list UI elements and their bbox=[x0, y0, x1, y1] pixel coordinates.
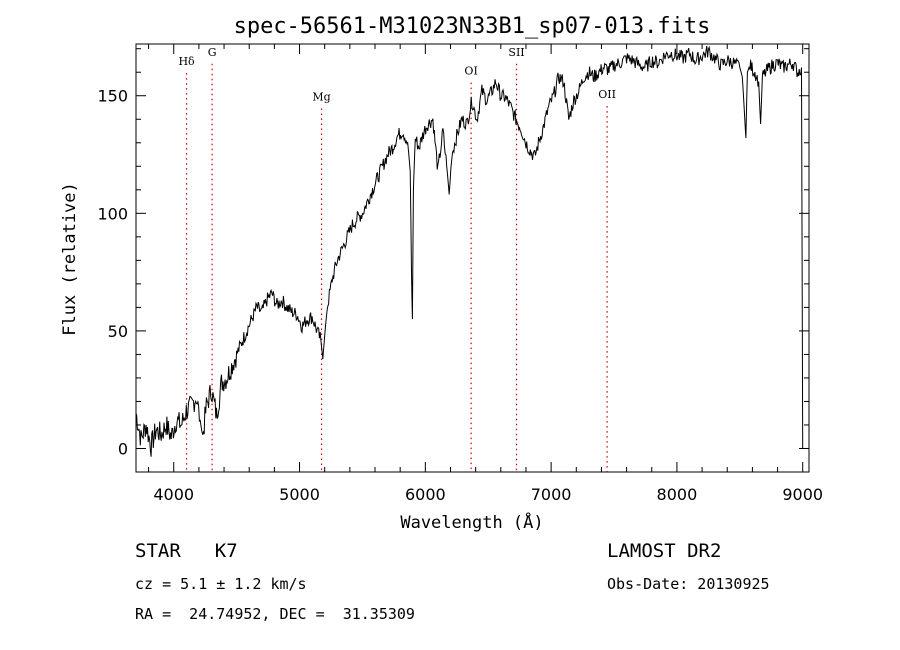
y-tick-label-0: 0 bbox=[118, 439, 128, 458]
y-axis-label: Flux (relative) bbox=[60, 182, 80, 336]
line-marker-label-3: OI bbox=[464, 65, 477, 78]
x-tick-label-8000: 8000 bbox=[657, 485, 698, 504]
coordinates-line: RA = 24.74952, DEC = 31.35309 bbox=[135, 605, 415, 623]
plot-area: Hδ G Mg OI SII OII 4000 5000 6000 7000 8000 9000 0 50… bbox=[97, 43, 823, 504]
spectrum-line bbox=[135, 45, 804, 457]
line-marker-label-0: Hδ bbox=[178, 55, 195, 68]
line-marker-label-2: Mg bbox=[312, 90, 330, 103]
y-tick-label-150: 150 bbox=[97, 87, 128, 106]
x-tick-label-7000: 7000 bbox=[531, 485, 572, 504]
x-axis-label: Wavelength (Å) bbox=[400, 511, 543, 533]
x-tick-label-9000: 9000 bbox=[782, 485, 823, 504]
y-tick-label-50: 50 bbox=[108, 322, 128, 341]
y-tick-label-100: 100 bbox=[97, 204, 128, 223]
x-tick-label-4000: 4000 bbox=[153, 485, 194, 504]
x-tick-label-6000: 6000 bbox=[405, 485, 446, 504]
observation-date: Obs-Date: 20130925 bbox=[607, 575, 770, 593]
object-class: STAR bbox=[135, 540, 181, 562]
line-marker-label-1: G bbox=[208, 46, 217, 59]
spectrum-chart: spec-56561-M31023N33B1_sp07-013.fits Hδ G… bbox=[60, 14, 823, 533]
spectral-subclass: K7 bbox=[214, 540, 238, 562]
line-marker-label-5: OII bbox=[598, 88, 616, 101]
line-marker-label-4: SII bbox=[508, 46, 524, 59]
spectral-class-row: STAR K7 bbox=[135, 540, 238, 562]
redshift-line: cz = 5.1 ± 1.2 km/s bbox=[135, 575, 307, 593]
chart-title: spec-56561-M31023N33B1_sp07-013.fits bbox=[234, 14, 711, 39]
survey-label: LAMOST DR2 bbox=[607, 540, 722, 562]
x-tick-label-5000: 5000 bbox=[279, 485, 320, 504]
plot-frame bbox=[135, 43, 810, 473]
